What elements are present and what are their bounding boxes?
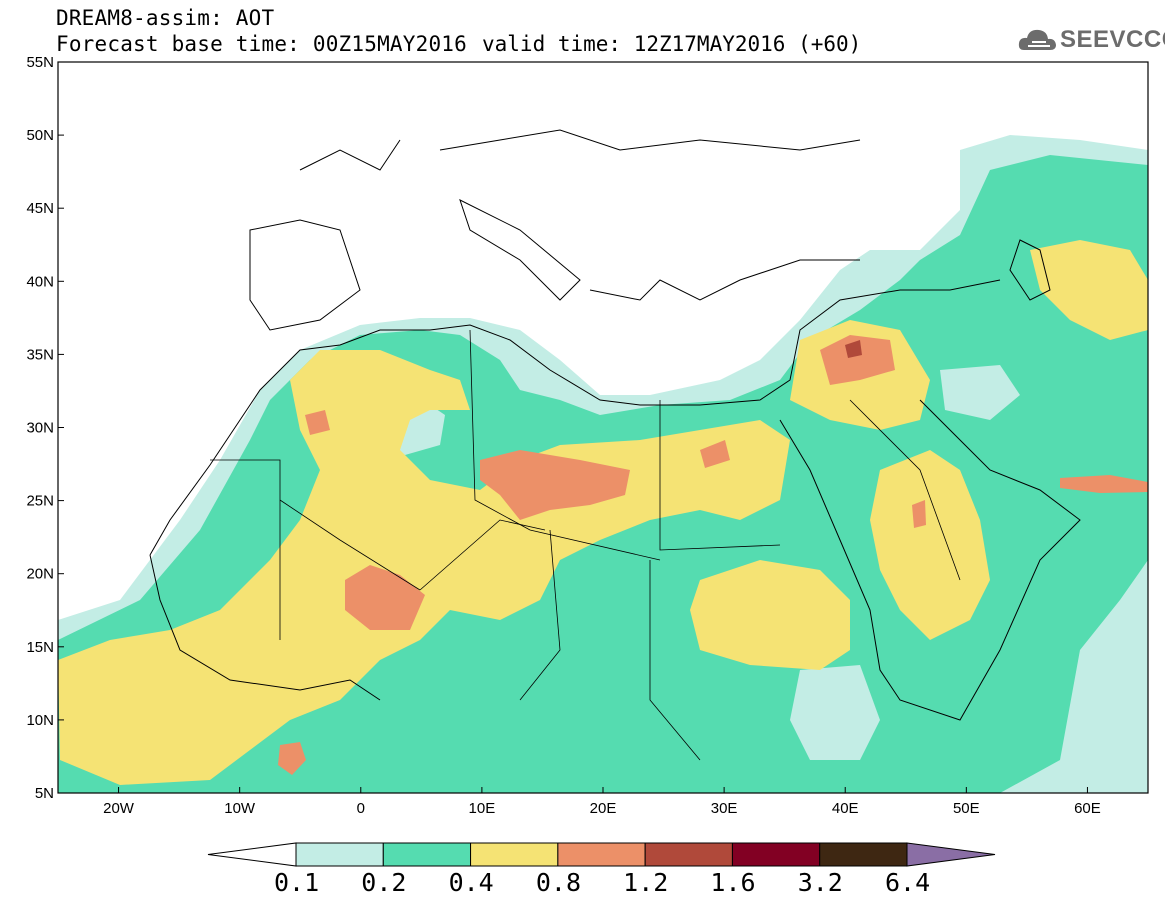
lon-label: 10E [469,800,496,817]
country-borders [210,329,961,761]
lat-label: 45N [26,200,54,217]
lon-label: 0 [357,800,365,817]
colorbar-low-arrow [207,842,297,867]
aot-band-0-1-hole-2 [790,665,880,760]
aot-band-0-8-iraq [820,335,895,385]
colorbar-label: 0.2 [361,868,407,897]
lon-label: 20W [103,800,135,817]
latitude-axis: 55N 50N 45N 40N 35N 30N 25N 20N 15N 10N 5N [26,54,64,802]
colorbar-high-arrow [906,842,996,867]
aot-band-1-2-spot [845,340,862,358]
longitude-axis: 20W 10W 0 10E 20E 30E 40E 50E 60E [103,787,1101,817]
lat-label: 15N [26,639,54,656]
aot-band-0-1-hole-3 [940,365,1020,420]
colorbar-segment [470,842,559,867]
lat-label: 55N [26,54,54,71]
colorbar-label: 0.8 [535,868,581,897]
aot-band-0-8-small-1 [278,742,306,775]
aot-band-0-4-arabia [870,450,990,640]
lat-label: 35N [26,346,54,363]
forecast-base-time: Forecast base time: 00Z15MAY2016 [56,32,467,56]
lat-label: 5N [35,785,54,802]
aot-band-0-8-small-5 [1060,475,1148,493]
lat-label: 50N [26,127,54,144]
lon-label: 50E [953,800,980,817]
lat-label: 25N [26,493,54,510]
aot-band-0-8-small-4 [912,500,926,528]
lon-label: 40E [832,800,859,817]
lon-label: 20E [590,800,617,817]
lon-label: 10W [224,800,256,817]
lon-label: 30E [711,800,738,817]
coastlines [149,129,1081,721]
colorbar-label: 0.1 [274,868,320,897]
lat-label: 40N [26,273,54,290]
colorbar-label: 0.4 [448,868,494,897]
colorbar-label: 1.6 [710,868,756,897]
colorbar-label: 3.2 [797,868,843,897]
lat-label: 10N [26,712,54,729]
colorbar-segment [557,842,646,867]
aot-band-0-4-caspian [1030,240,1148,340]
aot-band-0-4-sahara [58,350,790,785]
colorbar-label: 6.4 [885,868,931,897]
colorbar [207,842,996,867]
aot-band-0-8-libya [480,450,630,520]
aot-band-0-8-niger [345,565,425,630]
aot-band-0-4-sudan [690,560,850,670]
colorbar-segment [382,842,472,867]
cloud-logo-icon [1018,29,1056,50]
valid-time: valid time: 12Z17MAY2016 (+60) [482,32,862,56]
colorbar-label: 1.2 [623,868,669,897]
map-title: DREAM8-assim: AOT [56,6,275,30]
logo-text: SEEVCCC [1060,26,1165,53]
colorbar-segment [295,842,384,867]
lat-label: 30N [26,420,54,437]
lat-label: 20N [26,566,54,583]
aot-field [58,62,1148,793]
aot-band-0-8-small-3 [700,440,730,468]
lon-label: 60E [1074,800,1101,817]
colorbar-segment [644,842,733,867]
colorbar-segment [819,842,908,867]
aot-band-0-8-small-2 [305,410,330,435]
colorbar-segment [731,842,821,867]
